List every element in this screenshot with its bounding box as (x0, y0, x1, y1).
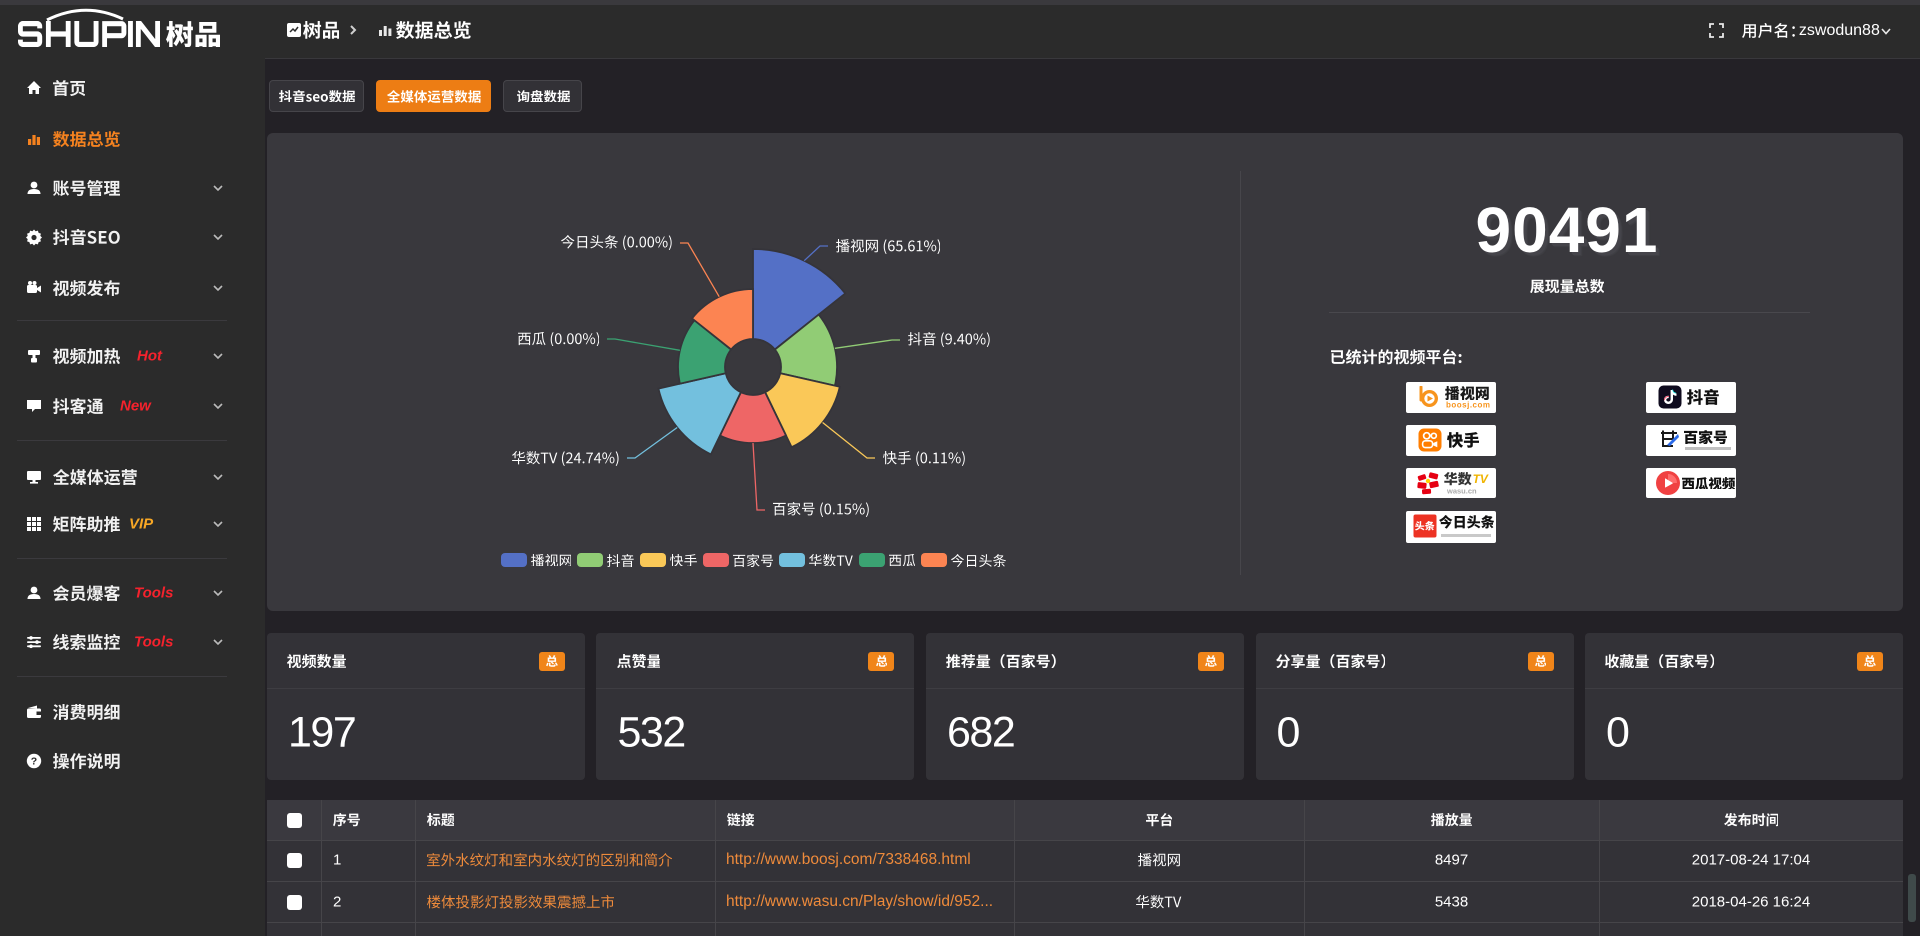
svg-text:?: ? (31, 755, 37, 767)
